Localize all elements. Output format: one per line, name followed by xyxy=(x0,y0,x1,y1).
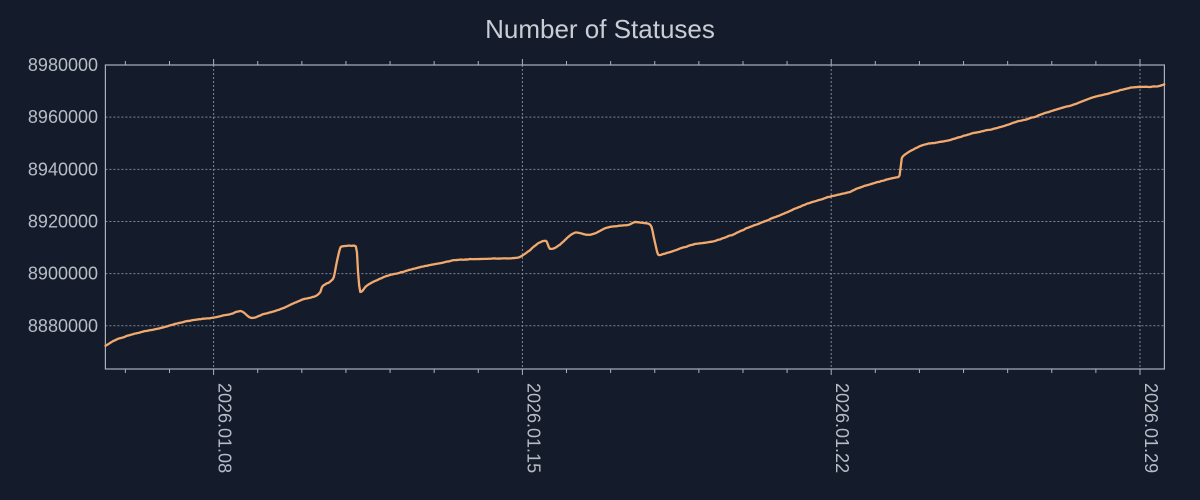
svg-text:8940000: 8940000 xyxy=(28,159,98,179)
svg-text:8920000: 8920000 xyxy=(28,211,98,231)
svg-text:2026.01.08: 2026.01.08 xyxy=(215,383,235,473)
svg-text:8900000: 8900000 xyxy=(28,264,98,284)
svg-text:2026.01.15: 2026.01.15 xyxy=(523,383,543,473)
svg-text:8960000: 8960000 xyxy=(28,107,98,127)
svg-text:2026.01.29: 2026.01.29 xyxy=(1141,383,1161,473)
svg-text:2026.01.22: 2026.01.22 xyxy=(832,383,852,473)
svg-text:8980000: 8980000 xyxy=(28,55,98,75)
svg-text:8880000: 8880000 xyxy=(28,316,98,336)
